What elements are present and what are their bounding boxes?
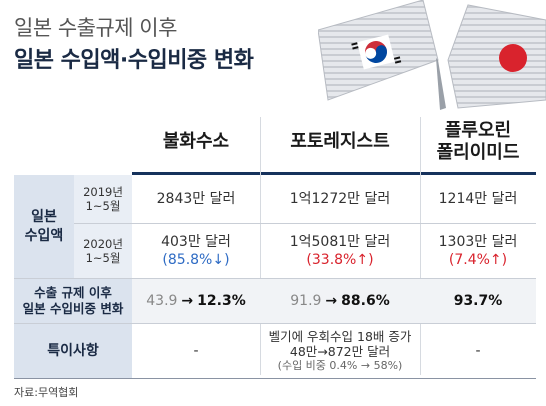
cell-notes-photoresist: 벨기에 우회수입 18배 증가 48만→872만 달러 (수입 비중 0.4% … xyxy=(260,324,420,378)
change-2020-photoresist: (33.8%↑) xyxy=(306,252,374,268)
row-label-share-change: 수출 규제 이후 일본 수입비중 변화 xyxy=(14,279,132,323)
japan-flag-wall xyxy=(447,4,546,109)
title-line2: 일본 수입액·수입비중 변화 xyxy=(14,48,254,73)
row-label-notes: 특이사항 xyxy=(14,324,132,378)
cell-notes-hf: - xyxy=(193,342,199,359)
value-2020-photoresist: 1억5081만 달러 xyxy=(289,233,391,250)
title-line1: 일본 수출규제 이후 xyxy=(14,16,177,40)
korea-flag-wall xyxy=(318,0,446,110)
share-arrow-hf: → xyxy=(181,292,194,309)
row-label-import-amount: 일본 수입액 xyxy=(14,175,74,278)
source-note: 자료:무역협회 xyxy=(14,386,79,399)
column-header-photoresist: 포토레지스트 xyxy=(290,130,390,152)
share-before-hf: 43.9 xyxy=(146,292,178,309)
cell-2020-polyimide: 1303만 달러 (7.4%↑) xyxy=(420,224,536,278)
notes-photoresist-text: 벨기에 우회수입 18배 증가 48만→872만 달러 xyxy=(268,329,412,360)
share-arrow-photoresist: → xyxy=(325,292,338,309)
cell-2020-photoresist: 1억5081만 달러 (33.8%↑) xyxy=(260,224,420,278)
cell-2019-hf: 2843만 달러 xyxy=(156,190,236,207)
row-label-2020: 2020년 1~5월 xyxy=(74,224,132,278)
cell-notes-polyimide: - xyxy=(475,342,481,359)
change-2020-polyimide: (7.4%↑) xyxy=(448,252,508,268)
cell-2019-polyimide: 1214만 달러 xyxy=(438,190,518,207)
change-2020-hf: (85.8%↓) xyxy=(162,252,230,268)
cell-share-polyimide: 93.7% xyxy=(420,279,536,323)
share-before-photoresist: 91.9 xyxy=(290,292,322,309)
value-2020-hf: 403만 달러 xyxy=(161,233,231,250)
column-header-hydrogen-fluoride: 불화수소 xyxy=(162,130,230,152)
cell-share-hf: 43.9 → 12.3% xyxy=(132,279,260,323)
share-after-polyimide: 93.7% xyxy=(453,292,503,309)
cell-2019-photoresist: 1억1272만 달러 xyxy=(289,190,391,207)
cell-2020-hf: 403만 달러 (85.8%↓) xyxy=(132,224,260,278)
share-after-hf: 12.3% xyxy=(197,292,246,309)
header-divider xyxy=(132,172,536,175)
row-label-2019: 2019년 1~5월 xyxy=(74,175,132,223)
column-header-fluorine-polyimide: 플루오린 폴리이미드 xyxy=(436,119,520,164)
notes-photoresist-subnote: (수입 비중 0.4% → 58%) xyxy=(277,359,403,373)
share-after-photoresist: 88.6% xyxy=(341,292,390,309)
cell-share-photoresist: 91.9 → 88.6% xyxy=(260,279,420,323)
korea-japan-flags-illustration xyxy=(318,0,546,110)
value-2020-polyimide: 1303만 달러 xyxy=(438,233,518,250)
